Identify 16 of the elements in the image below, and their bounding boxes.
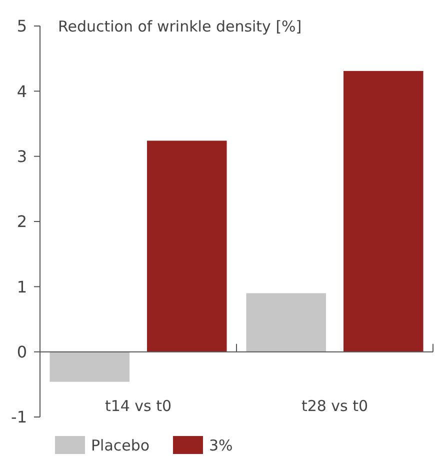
y-tick-label: 0 [16,342,27,362]
y-tick-label: 1 [16,277,27,296]
y-tick-label: -1 [11,408,27,427]
bar [50,352,130,382]
y-tick-label: 3 [16,146,27,166]
x-tick-label: t14 vs t0 [104,397,172,415]
y-tick-label: 2 [16,212,27,232]
bar [147,140,227,352]
x-tick-label: t28 vs t0 [301,397,368,415]
legend-label: Placebo [91,436,150,454]
bar [344,70,424,352]
y-axis-title: Reduction of wrinkle density [%] [58,17,302,36]
legend-label: 3% [209,436,233,454]
bar [246,293,326,352]
y-tick-label: 5 [16,16,27,36]
y-tick-label: 4 [16,82,27,101]
